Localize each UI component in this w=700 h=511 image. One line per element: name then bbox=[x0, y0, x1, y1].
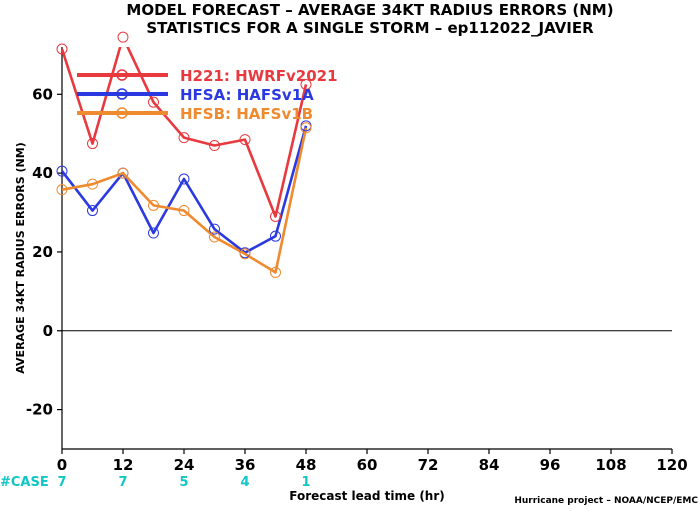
data-point bbox=[87, 178, 98, 190]
case-count: 4 bbox=[240, 475, 249, 490]
x-axis-label: Forecast lead time (hr) bbox=[289, 489, 445, 503]
data-point bbox=[56, 165, 68, 177]
data-point bbox=[270, 210, 281, 222]
legend-marker bbox=[116, 69, 128, 81]
y-tick-label: 0 bbox=[43, 322, 53, 340]
legend-label: H221: HWRFv2021 bbox=[180, 67, 338, 85]
y-tick-label: 20 bbox=[32, 243, 53, 261]
series-line-1 bbox=[62, 47, 308, 218]
case-count: 5 bbox=[179, 475, 188, 490]
data-point bbox=[300, 78, 312, 90]
data-point bbox=[239, 134, 251, 146]
x-tick-label: 0 bbox=[57, 456, 67, 474]
x-tick-label: 24 bbox=[174, 456, 195, 474]
case-label: #CASE bbox=[0, 475, 49, 490]
data-point bbox=[117, 31, 129, 43]
x-tick-label: 96 bbox=[540, 456, 561, 474]
plot-area: 0 12 24 36 48 60 72 84 96 108 120 -20 0 20 40 60 H221: H… bbox=[26, 31, 688, 490]
chart-title: MODEL FORECAST – AVERAGE 34KT RADIUS ERR… bbox=[126, 1, 613, 19]
series-line-3 bbox=[62, 127, 308, 274]
data-point bbox=[87, 138, 98, 150]
marker-layer bbox=[56, 31, 312, 278]
x-tick-label: 84 bbox=[479, 456, 500, 474]
data-point bbox=[178, 132, 190, 144]
data-point bbox=[148, 96, 159, 108]
data-point bbox=[209, 223, 220, 235]
case-count: 1 bbox=[301, 475, 310, 490]
x-tick-label: 60 bbox=[357, 456, 378, 474]
data-point bbox=[270, 230, 281, 242]
x-tick-label: 12 bbox=[113, 456, 134, 474]
data-point bbox=[239, 248, 251, 260]
y-axis-label: AVERAGE 34KT RADIUS ERRORS (NM) bbox=[14, 142, 27, 373]
case-count: 7 bbox=[118, 475, 127, 490]
x-tick-label: 120 bbox=[656, 456, 687, 474]
data-point bbox=[209, 231, 220, 243]
y-tick-label: 40 bbox=[32, 164, 53, 182]
series-line-2 bbox=[62, 125, 308, 254]
case-count: 7 bbox=[57, 475, 66, 490]
data-point bbox=[270, 266, 281, 278]
legend-marker bbox=[116, 88, 128, 100]
y-tick-label: -20 bbox=[26, 401, 53, 419]
x-tick-label: 72 bbox=[418, 456, 439, 474]
series-layer bbox=[62, 47, 308, 274]
x-tick-label: 36 bbox=[235, 456, 256, 474]
data-point bbox=[148, 199, 159, 211]
data-point bbox=[148, 227, 159, 239]
y-tick-label: 60 bbox=[32, 85, 53, 103]
data-point bbox=[56, 184, 68, 196]
credit-text: Hurricane project – NOAA/NCEP/EMC bbox=[514, 496, 698, 506]
data-point bbox=[178, 173, 190, 185]
legend-label: HFSA: HAFSv1A bbox=[180, 86, 314, 104]
chart-subtitle: STATISTICS FOR A SINGLE STORM – ep112022… bbox=[146, 19, 594, 37]
x-tick-label: 108 bbox=[595, 456, 626, 474]
data-point bbox=[56, 43, 68, 55]
data-point bbox=[87, 205, 98, 217]
data-point bbox=[117, 167, 129, 179]
data-point bbox=[178, 205, 190, 217]
legend-marker bbox=[116, 107, 128, 119]
data-point bbox=[209, 140, 220, 152]
x-tick-label: 48 bbox=[296, 456, 317, 474]
data-point bbox=[300, 122, 312, 134]
legend-label: HFSB: HAFSv1B bbox=[180, 105, 313, 123]
